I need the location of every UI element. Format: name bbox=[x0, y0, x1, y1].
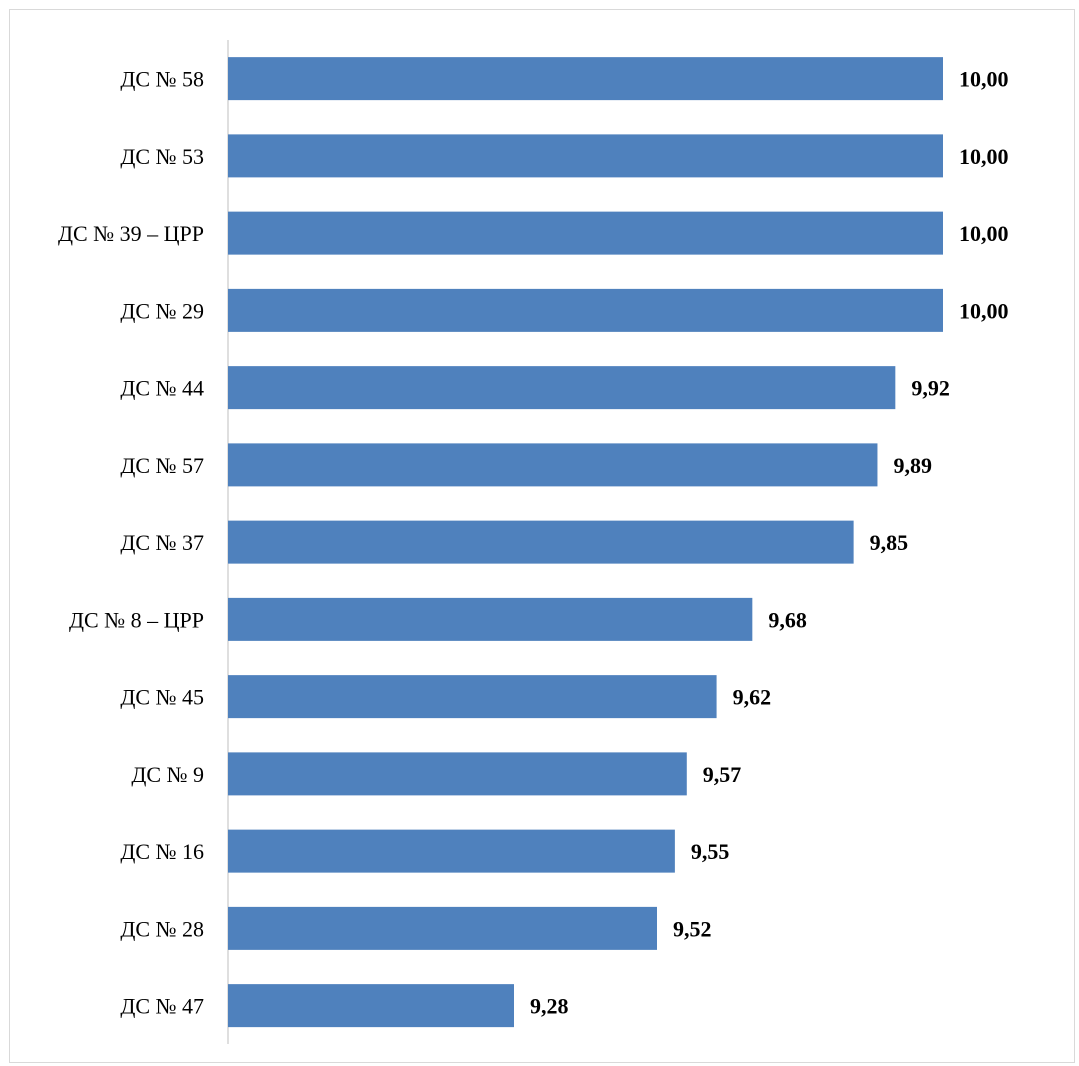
value-labels-group: 10,00 10,00 10,00 10,00 9,92 9,89 9,85 9,68 9,62… bbox=[530, 67, 1009, 1019]
category-label-12: ДС № 47 bbox=[120, 994, 204, 1019]
value-label-2: 10,00 bbox=[959, 221, 1009, 246]
value-label-8: 9,62 bbox=[733, 685, 772, 710]
category-label-3: ДС № 29 bbox=[120, 298, 204, 323]
value-label-0: 10,00 bbox=[959, 67, 1009, 92]
bar-7 bbox=[228, 597, 753, 641]
value-label-5: 9,89 bbox=[893, 453, 932, 478]
bar-2 bbox=[228, 211, 943, 255]
category-label-1: ДС № 53 bbox=[120, 144, 204, 169]
category-label-11: ДС № 28 bbox=[120, 916, 204, 941]
bar-0 bbox=[228, 57, 943, 101]
category-label-4: ДС № 44 bbox=[120, 376, 204, 401]
bar-12 bbox=[228, 984, 514, 1028]
bar-1 bbox=[228, 134, 943, 178]
value-label-11: 9,52 bbox=[673, 916, 712, 941]
category-labels-group: ДС № 58 ДС № 53 ДС № 39 – ЦРР ДС № 29 ДС № 4… bbox=[58, 67, 204, 1019]
category-label-7: ДС № 8 – ЦРР bbox=[69, 607, 204, 632]
category-label-5: ДС № 57 bbox=[120, 453, 204, 478]
value-label-6: 9,85 bbox=[870, 530, 909, 555]
value-label-9: 9,57 bbox=[703, 762, 742, 787]
value-label-7: 9,68 bbox=[768, 607, 807, 632]
value-label-1: 10,00 bbox=[959, 144, 1009, 169]
category-label-8: ДС № 45 bbox=[120, 685, 204, 710]
bar-8 bbox=[228, 675, 717, 719]
bars-group bbox=[228, 57, 943, 1028]
bar-5 bbox=[228, 443, 878, 487]
value-label-4: 9,92 bbox=[911, 376, 950, 401]
bar-3 bbox=[228, 288, 943, 332]
bar-11 bbox=[228, 906, 657, 950]
bar-9 bbox=[228, 752, 687, 796]
bar-6 bbox=[228, 520, 854, 564]
bar-10 bbox=[228, 829, 675, 873]
category-label-2: ДС № 39 – ЦРР bbox=[58, 221, 204, 246]
category-label-6: ДС № 37 bbox=[120, 530, 204, 555]
value-label-10: 9,55 bbox=[691, 839, 730, 864]
value-label-12: 9,28 bbox=[530, 994, 569, 1019]
category-label-10: ДС № 16 bbox=[120, 839, 204, 864]
bar-4 bbox=[228, 366, 896, 410]
category-label-0: ДС № 58 bbox=[120, 67, 204, 92]
category-label-9: ДС № 9 bbox=[131, 762, 204, 787]
value-label-3: 10,00 bbox=[959, 298, 1009, 323]
